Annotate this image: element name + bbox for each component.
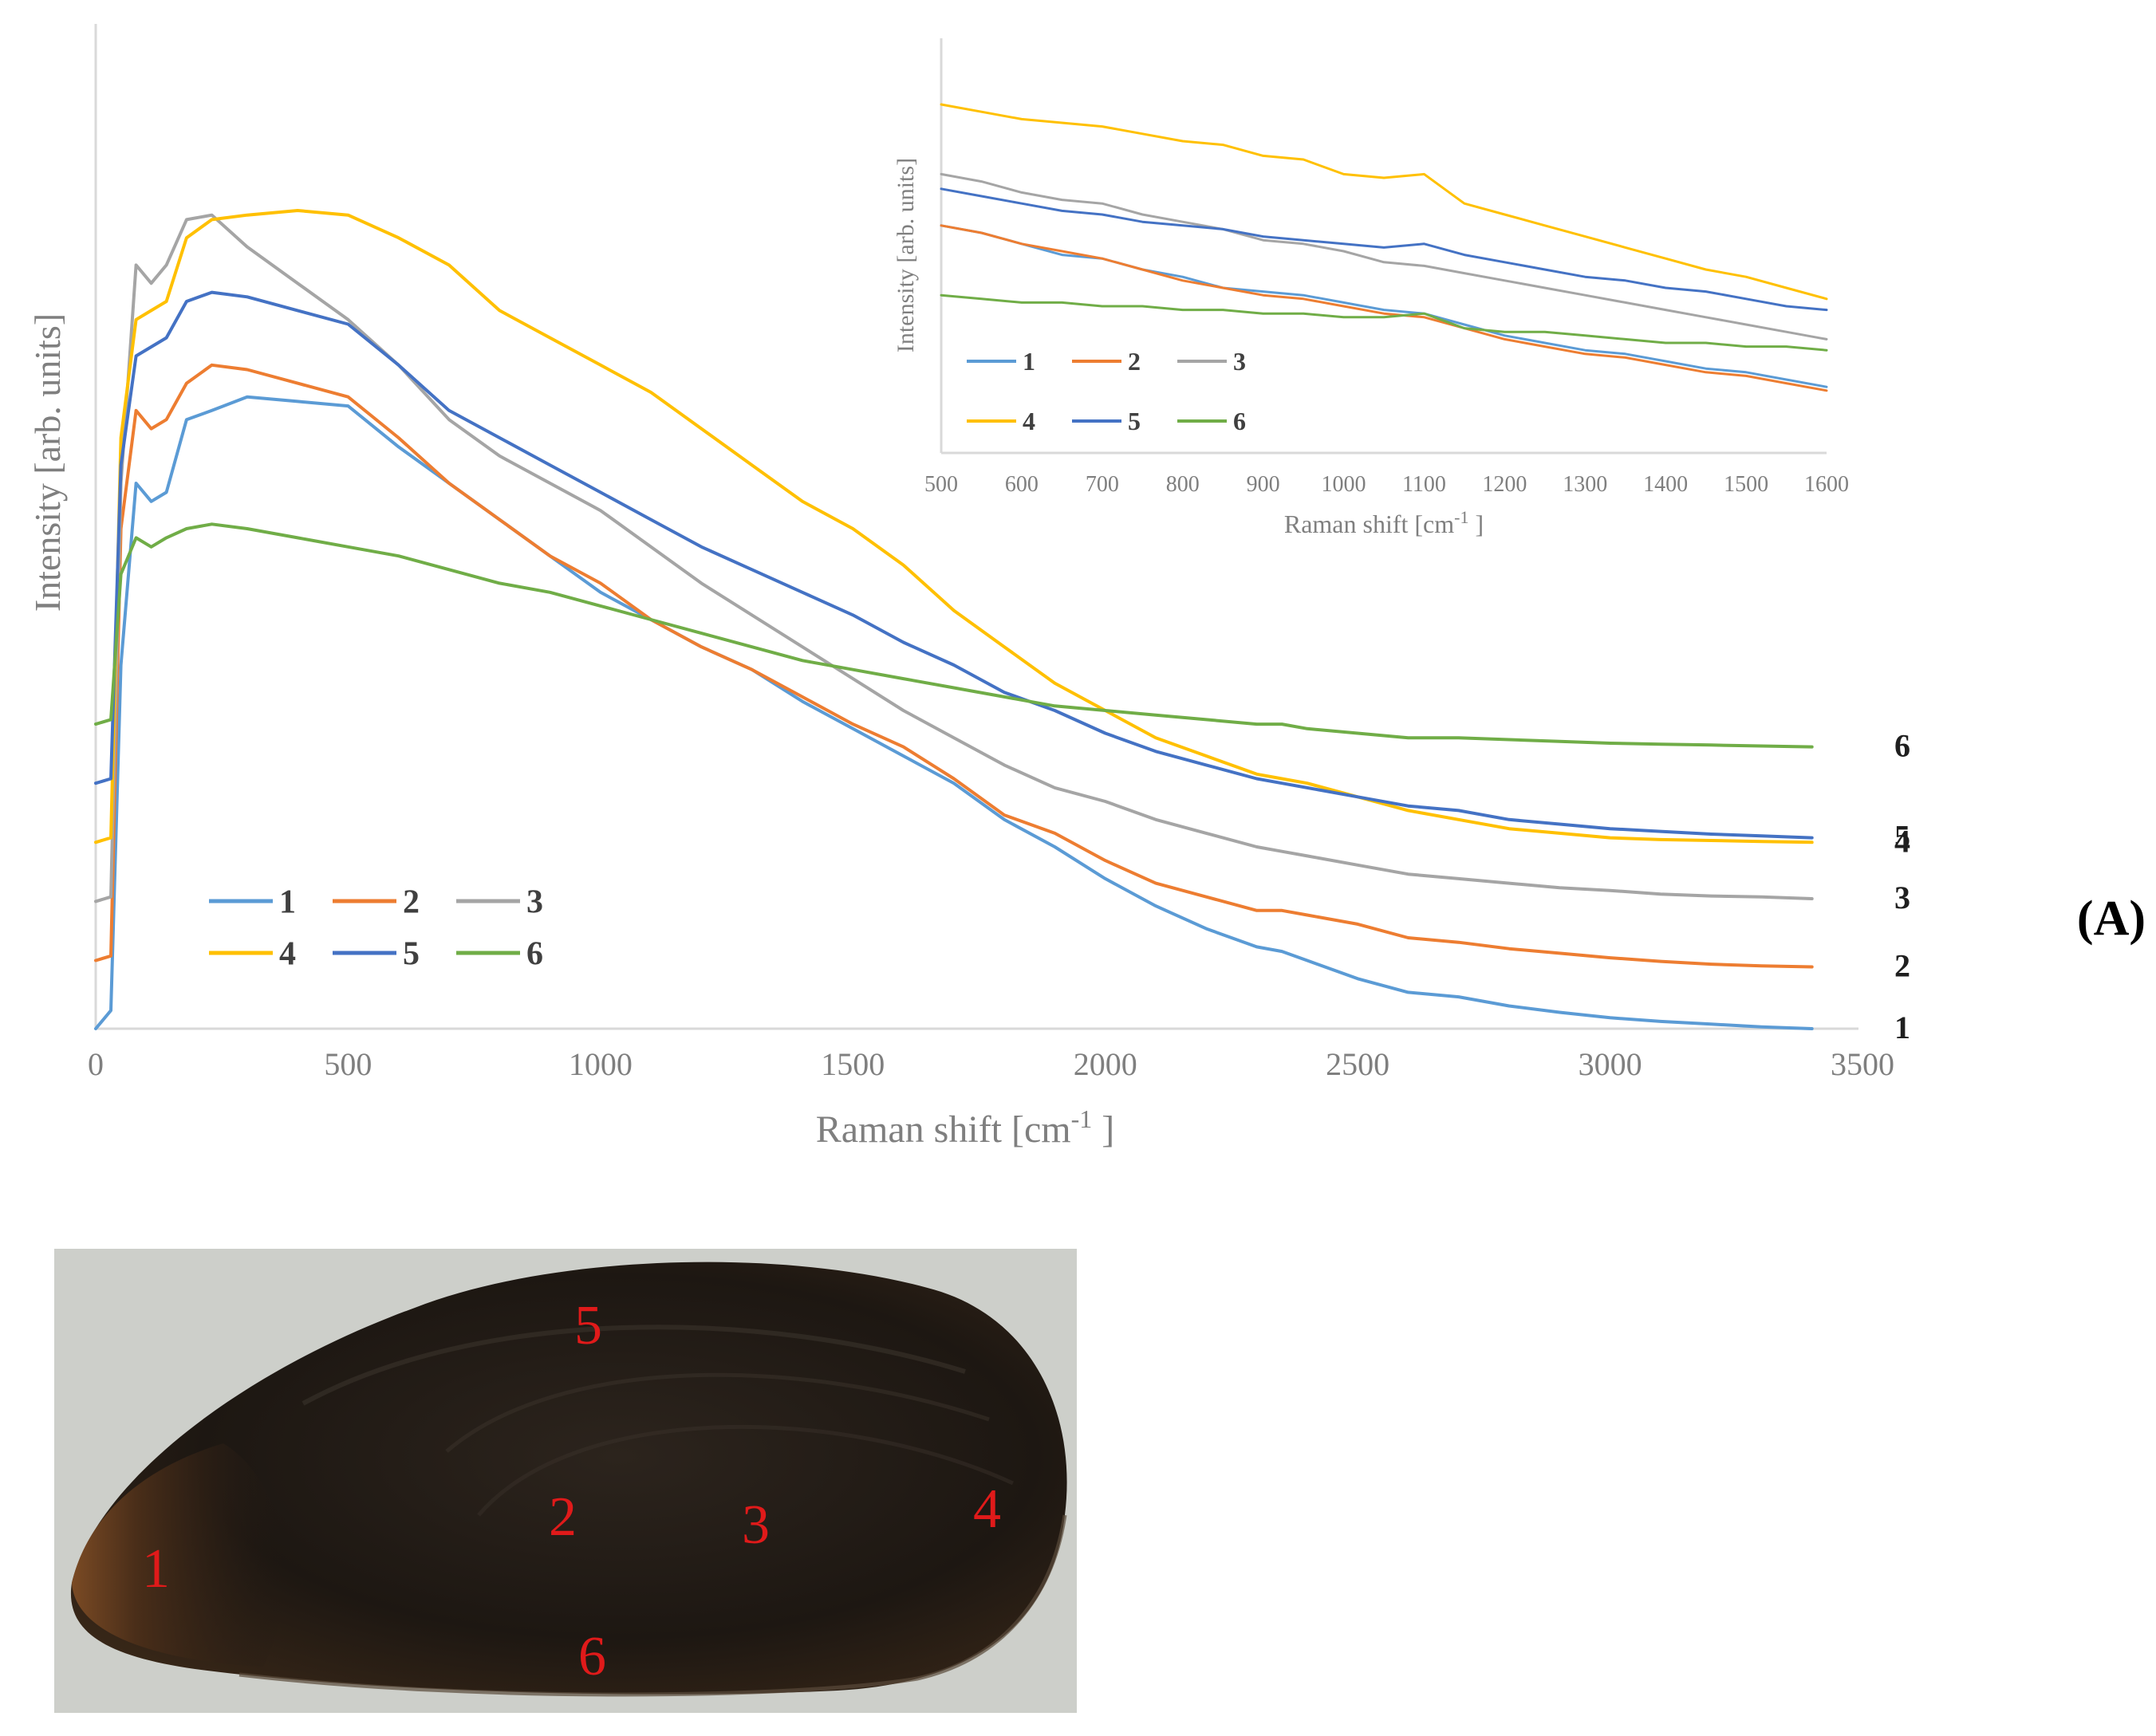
main-end-label-1: 1 [1894,1010,1910,1045]
main-series-6 [94,522,1814,749]
inset-x-tick-label: 1100 [1402,472,1446,497]
inset-x-tick-label: 1600 [1804,472,1849,497]
main-x-tick-label: 3000 [1579,1046,1642,1082]
inset-x-ticks: 500 600 700 800 900 1000 1100 1200 1300 1400 1500 1… [924,472,1849,497]
inset-x-tick-label: 600 [1005,472,1039,497]
shell-growth-ring-1 [302,1325,966,1406]
inset-legend-label-6: 6 [1233,407,1246,435]
main-legend-label-3: 3 [526,884,543,921]
shell-growth-ring-2 [445,1372,990,1453]
inset-x-tick-label: 1000 [1322,472,1366,497]
main-x-tick-label: 1000 [569,1046,633,1082]
inset-series-2 [940,224,1828,392]
inset-x-tick-label: 900 [1247,472,1280,497]
photo-label-4: 4 [973,1478,1001,1540]
inset-legend-label-3: 3 [1233,347,1246,376]
inset-x-tick-label: 1500 [1724,472,1768,497]
inset-series-group [940,103,1828,392]
photo-label-3: 3 [742,1494,770,1556]
main-x-tick-label: 1500 [821,1046,885,1082]
main-end-label-3: 3 [1894,880,1910,915]
main-x-tick-label: 2500 [1326,1046,1389,1082]
main-legend-label-6: 6 [526,936,543,973]
inset-x-tick-label: 1400 [1643,472,1688,497]
main-x-tick-label: 500 [324,1046,372,1082]
inset-series-3 [940,172,1828,341]
mussel-shell-photo: 1 2 3 4 5 6 [54,1249,1077,1713]
inset-series-6 [940,293,1828,352]
main-x-axis-label: Raman shift [cm-1 ] [816,1104,1115,1151]
main-end-label-5: 5 [1894,819,1910,855]
photo-labels: 1 2 3 4 5 6 [142,1295,1001,1687]
inset-y-axis-label: Intensity [arb. units] [893,158,919,352]
inset-legend-label-4: 4 [1023,407,1035,435]
shell-edge [238,1514,1067,1697]
inset-x-tick-label: 700 [1086,472,1119,497]
main-x-axis-label-end: ] [1092,1108,1114,1151]
main-legend-label-1: 1 [279,884,296,921]
panel-label: (A) [2077,892,2146,946]
inset-legend-label-2: 2 [1128,347,1141,376]
inset-x-axis-label-sup: -1 [1454,507,1468,527]
main-legend-label-2: 2 [403,884,420,921]
main-series-group [94,209,1814,1030]
main-x-axis-label-sup: -1 [1071,1104,1093,1133]
shell-growth-ring-3 [477,1424,1015,1517]
main-x-axis-label-main: Raman shift [cm [816,1108,1071,1151]
inset-x-tick-label: 800 [1166,472,1200,497]
main-x-tick-label: 3500 [1831,1046,1894,1082]
inset-x-axis-label-main: Raman shift [cm [1284,510,1454,538]
main-x-tick-label: 0 [88,1046,104,1082]
photo-label-1: 1 [142,1538,170,1600]
photo-label-6: 6 [578,1626,606,1687]
main-y-axis-label: Intensity [arb. units] [27,313,68,612]
photo-label-2: 2 [549,1486,577,1548]
main-series-1 [94,395,1814,1030]
inset-x-axis-label: Raman shift [cm-1 ] [1284,507,1484,538]
photo-label-5: 5 [574,1295,602,1356]
inset-chart: 500 600 700 800 900 1000 1100 1200 1300 1400 1500 1… [893,38,1849,538]
inset-x-tick-label: 1300 [1563,472,1607,497]
inset-x-axis-label-end: ] [1468,510,1484,538]
main-x-ticks: 0 500 1000 1500 2000 2500 3000 3500 [88,1046,1894,1082]
inset-legend-label-5: 5 [1128,407,1141,435]
main-end-label-2: 2 [1894,947,1910,983]
main-legend: 1 2 3 4 5 6 [209,884,543,973]
inset-series-5 [940,187,1828,312]
main-series-3 [94,213,1814,903]
inset-x-tick-label: 500 [924,472,958,497]
main-series-5 [94,290,1814,840]
main-legend-label-4: 4 [279,936,296,973]
main-series-2 [94,363,1814,969]
inset-legend-label-1: 1 [1023,347,1035,376]
inset-series-4 [940,103,1828,301]
inset-series-1 [940,224,1828,388]
main-x-tick-label: 2000 [1074,1046,1137,1082]
main-legend-label-5: 5 [403,936,420,973]
main-series-4 [94,209,1814,844]
shell-body [70,1262,1067,1695]
shell-tip [72,1443,286,1667]
main-end-label-4: 4 [1894,823,1910,859]
main-end-label-6: 6 [1894,728,1910,764]
inset-legend: 1 2 3 4 5 6 [967,347,1246,435]
main-end-labels: 1 2 3 45 6 [1894,728,1910,1045]
inset-x-tick-label: 1200 [1482,472,1527,497]
